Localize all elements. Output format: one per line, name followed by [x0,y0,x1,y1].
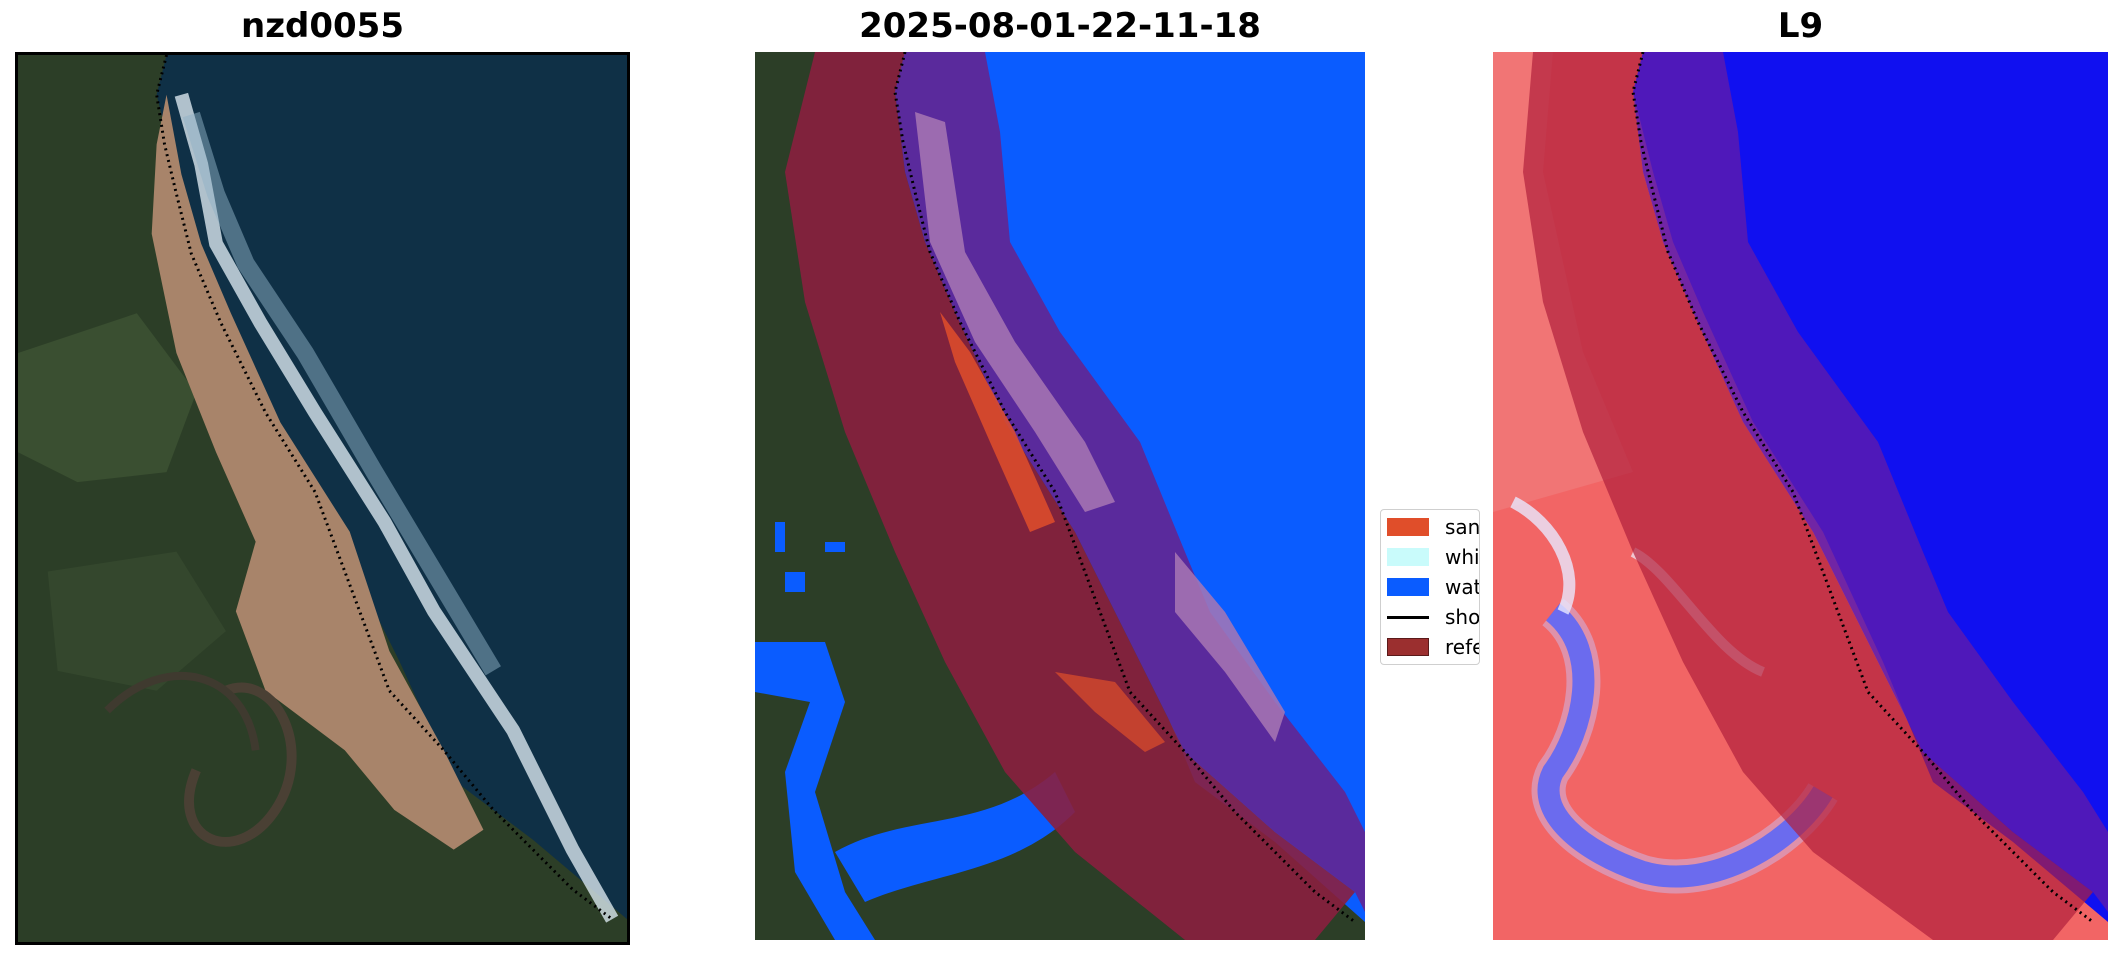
panel-title-classification: 2025-08-01-22-11-18 [859,6,1261,46]
sand-swatch-icon [1387,518,1429,536]
panel-title-rgb: nzd0055 [241,6,404,46]
water-class-estuary [755,642,875,940]
shoreline-line-icon [1387,615,1429,619]
legend-item-sand: sand [1387,514,1480,540]
whitewater-swatch-icon [1387,548,1429,566]
legend-item-reference: refe [1387,634,1479,660]
legend-item-water: wate [1387,574,1479,600]
shoreline-line-rgb [155,55,614,921]
reference-buffer-zone [785,52,1355,940]
water-swatch-icon [1387,578,1429,596]
index-map [1493,52,2108,940]
legend-label: sand [1445,515,1480,539]
legend-item-whitewater: whit [1387,544,1480,570]
shoreline-line-index [1631,52,2094,924]
classification-map [755,52,1365,940]
rgb-image-panel [15,52,630,945]
index-panel [1493,52,2108,940]
legend-label: refe [1445,635,1479,659]
classification-panel [755,52,1365,940]
index-channel [1537,603,1833,888]
legend-label: whit [1445,545,1480,569]
panel-title-index: L9 [1777,6,1824,46]
reference-swatch-icon [1387,638,1429,656]
sand-class-strip [940,312,1055,532]
shoreline-line-classification [893,52,1356,924]
rgb-satellite-image [18,55,627,942]
legend-label: wate [1445,575,1479,599]
